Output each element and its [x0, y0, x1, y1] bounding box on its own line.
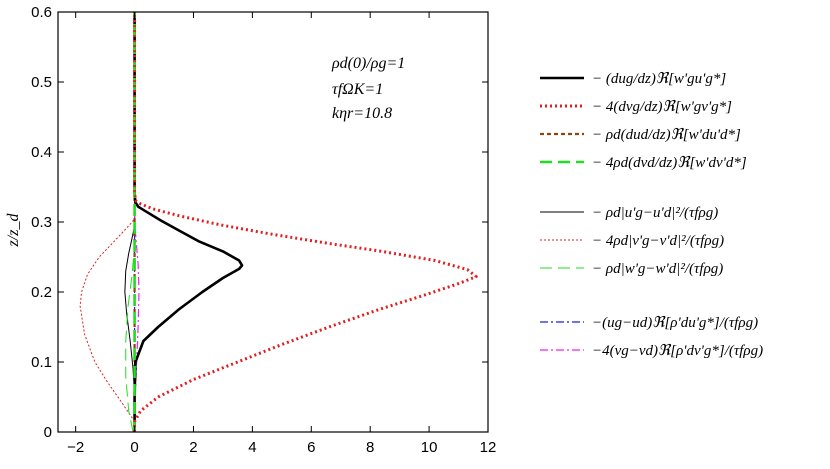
annotation-wavenumber: kηr=10.8: [332, 105, 392, 122]
legend: − (dug/dz)ℜ[w'gu'g*] − 4(dvg/dz)ℜ[w'gv'g*…: [540, 71, 763, 359]
legend-label-4: − 4ρd(dvd/dz)ℜ[w'dv'd*]: [592, 155, 747, 171]
series-line-6: [79, 12, 136, 422]
annotation-stopping-time: τfΩK=1: [332, 81, 383, 98]
y-tick-label: 0.1: [31, 354, 52, 371]
annotations: ρd(0)/ρg=1 τfΩK=1 kηr=10.8: [331, 55, 405, 122]
y-axis-title: z/z_d: [5, 213, 22, 248]
legend-label-5: − ρd|u'g−u'd|²/(τfρg): [592, 205, 718, 221]
legend-label-2: − 4(dvg/dz)ℜ[w'gv'g*]: [592, 99, 732, 115]
legend-label-1: − (dug/dz)ℜ[w'gu'g*]: [592, 71, 726, 87]
y-tick-label: 0: [44, 424, 52, 441]
y-tick-label: 0.3: [31, 214, 52, 231]
x-tick-label: −2: [67, 439, 84, 456]
legend-label-8: −(ug−ud)ℜ[ρ'du'g*]/(τfρg): [592, 315, 758, 331]
y-tick-label: 0.6: [31, 4, 52, 21]
ticks-layer: −2 0 2 4 6 8 10 12 0 0.1 0.2 0.3 0.4 0.5 0.6: [31, 4, 496, 456]
x-tick-label: 4: [248, 439, 256, 456]
x-tick-label: 8: [366, 439, 374, 456]
x-tick-label: 10: [421, 439, 438, 456]
legend-label-9: −4(vg−vd)ℜ[ρ'dv'g*]/(τfρg): [592, 343, 763, 359]
x-tick-label: 6: [307, 439, 315, 456]
x-tick-label: 2: [189, 439, 197, 456]
legend-label-7: − ρd|w'g−w'd|²/(τfρg): [592, 261, 723, 277]
x-tick-label: 0: [130, 439, 138, 456]
legend-label-6: − 4ρd|v'g−v'd|²/(τfρg): [592, 233, 724, 249]
y-tick-label: 0.2: [31, 284, 52, 301]
series-line-2: [133, 12, 478, 432]
legend-label-3: − ρd(dud/dz)ℜ[w'du'd*]: [592, 127, 741, 143]
y-tick-label: 0.4: [31, 144, 52, 161]
series-layer: [79, 12, 478, 432]
series-line-1: [133, 12, 244, 432]
annotation-density-ratio: ρd(0)/ρg=1: [331, 55, 405, 72]
x-tick-label: 12: [480, 439, 497, 456]
y-tick-label: 0.5: [31, 74, 52, 91]
plot-frame: [57, 11, 489, 433]
